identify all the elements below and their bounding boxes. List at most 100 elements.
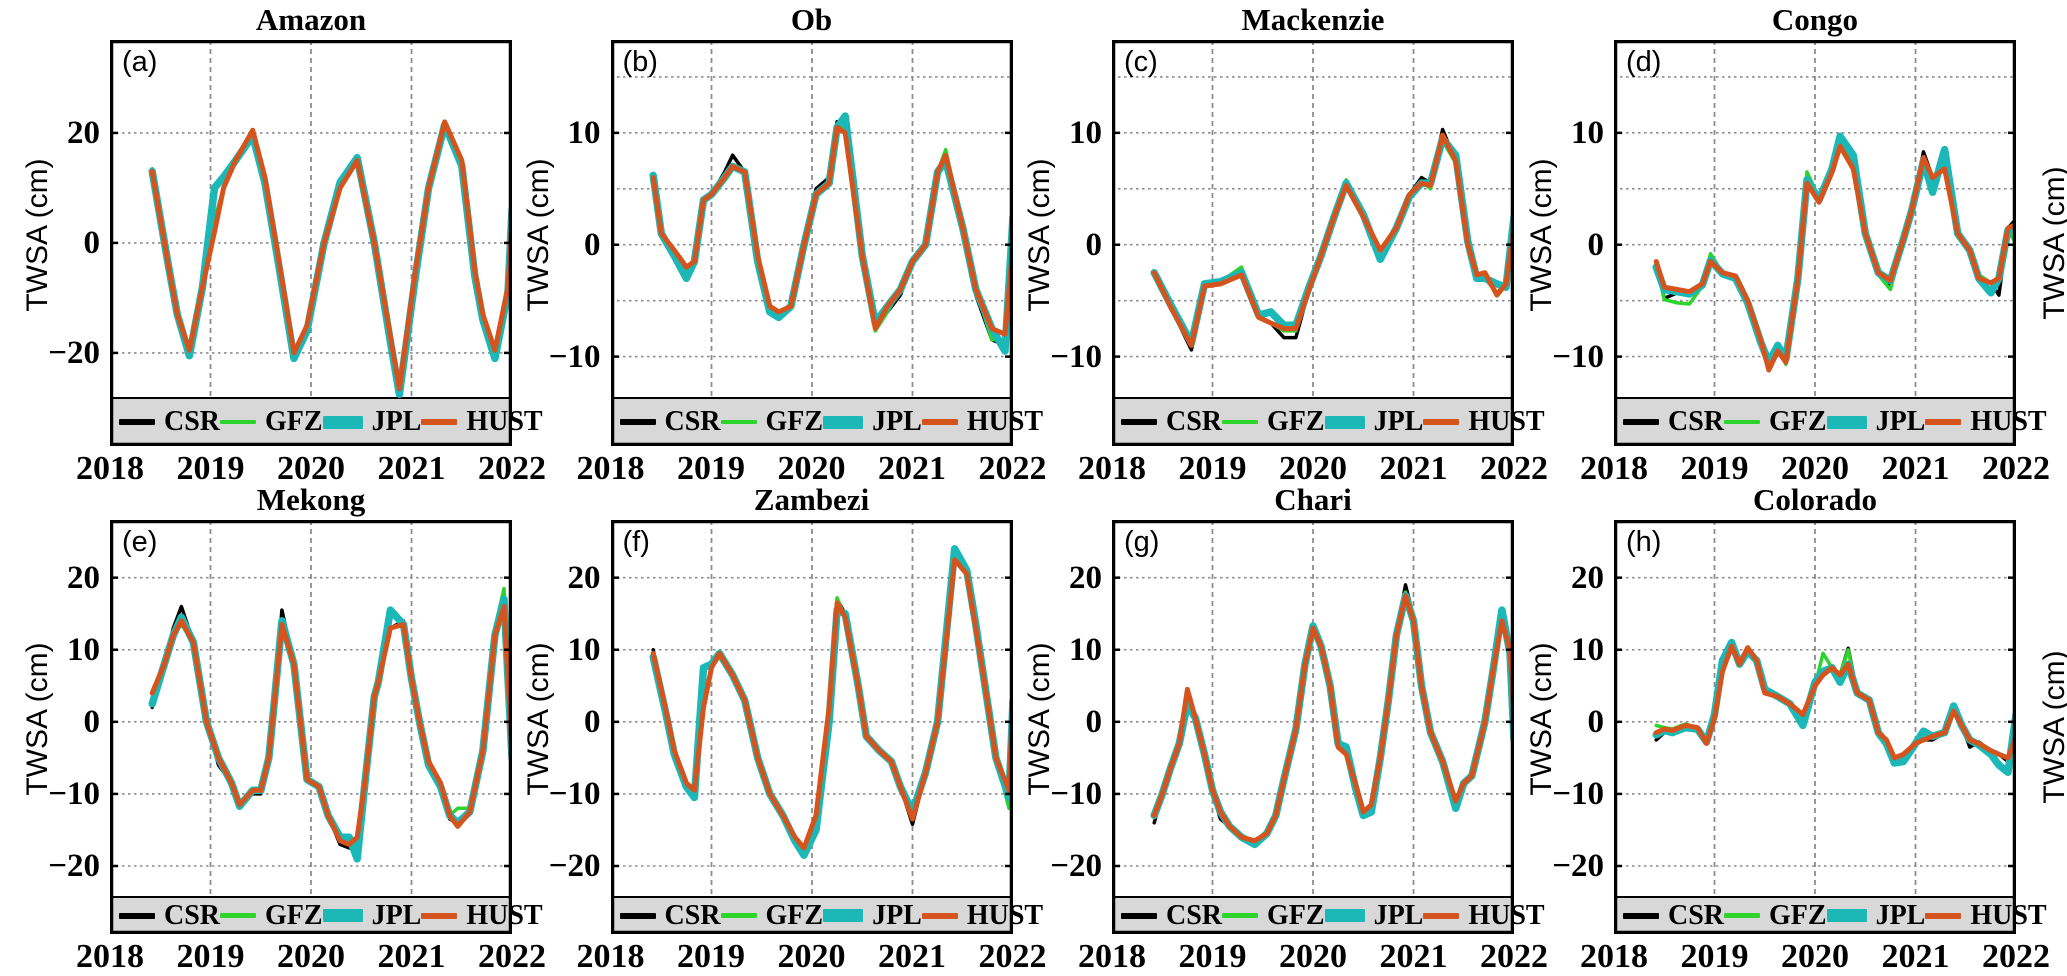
legend-label-jpl: JPL <box>872 406 922 437</box>
y-tick-label: −20 <box>548 848 601 884</box>
x-tick-label: 2020 <box>1279 938 1347 975</box>
legend-label-hust: HUST <box>1970 406 2047 437</box>
x-tick-label: 2020 <box>777 938 846 975</box>
plot-area-mekong <box>110 520 512 934</box>
legend-item-hust: HUST <box>421 900 543 932</box>
legend-item-gfz: GFZ <box>220 900 323 932</box>
legend-item-hust: HUST <box>1925 900 2047 932</box>
legend-item-csr: CSR <box>1623 406 1724 438</box>
series-line-hust <box>1653 643 2016 761</box>
legend-label-csr: CSR <box>164 899 221 931</box>
x-tick-label: 2019 <box>677 450 745 487</box>
x-tick-label: 2021 <box>1881 938 1950 975</box>
axes-border <box>610 40 1013 446</box>
right-edge-ylabel-row1: TWSA (cm) <box>2038 166 2067 320</box>
legend-item-csr: CSR <box>619 900 721 932</box>
y-tick-label: 20 <box>1571 559 1604 596</box>
y-tick-label: −10 <box>1050 338 1102 375</box>
legend-line-sample-csr <box>1623 912 1659 919</box>
legend-label-jpl: JPL <box>1373 899 1424 931</box>
series-line-hust <box>1151 132 1514 348</box>
legend-label-jpl: JPL <box>371 406 422 437</box>
legend-item-csr: CSR <box>119 406 220 438</box>
legend-label-jpl: JPL <box>1373 406 1424 437</box>
legend-line-sample-csr <box>119 419 155 425</box>
x-tick-label: 2022 <box>978 938 1047 975</box>
y-tick-label: −20 <box>48 848 100 884</box>
x-tick-label: 2018 <box>1580 938 1648 975</box>
legend: CSR GFZ JPL HUST <box>1617 400 2047 444</box>
x-tick-label: 2021 <box>1379 450 1448 487</box>
plot-area-zambezi <box>610 520 1013 934</box>
x-tick-label: 2020 <box>277 938 345 975</box>
series-line-hust <box>149 604 512 847</box>
legend: CSR GFZ JPL HUST <box>1115 899 1545 932</box>
x-tick-label: 2019 <box>677 938 745 975</box>
y-axis-label: TWSA (cm) <box>21 642 54 796</box>
legend-item-hust: HUST <box>1925 406 2047 438</box>
y-tick-label: −10 <box>548 338 601 375</box>
panel-title-ob: Ob <box>790 2 833 37</box>
series-line-hust <box>650 124 1013 337</box>
legend-line-sample-hust <box>921 912 958 919</box>
legend-item-jpl: JPL <box>1826 900 1925 932</box>
legend-label-hust: HUST <box>966 406 1044 437</box>
x-tick-label: 2019 <box>176 938 245 975</box>
x-tick-label: 2018 <box>1078 938 1146 975</box>
x-tick-label: 2022 <box>478 450 546 487</box>
legend-item-gfz: GFZ <box>720 406 824 438</box>
legend-item-jpl: JPL <box>1324 406 1424 438</box>
series-line-hust <box>650 557 1013 851</box>
y-tick-label: 20 <box>67 114 100 151</box>
panel-letter: (f) <box>622 526 650 558</box>
legend-line-sample-csr <box>119 912 155 919</box>
legend-label-gfz: GFZ <box>765 406 824 437</box>
y-tick-label: −10 <box>48 775 100 812</box>
x-tick-label: 2021 <box>377 938 446 975</box>
x-tick-label: 2020 <box>1279 450 1347 487</box>
legend-line-sample-hust <box>421 912 458 919</box>
y-axis-label: TWSA (cm) <box>521 642 555 796</box>
legend-line-sample-gfz <box>1724 419 1761 425</box>
legend-line-sample-csr <box>1623 419 1659 425</box>
y-tick-label: 20 <box>1069 559 1102 596</box>
legend-label-csr: CSR <box>1668 899 1725 931</box>
panel-letter: (e) <box>122 526 158 558</box>
legend-label-hust: HUST <box>1468 899 1545 931</box>
x-tick-label: 2020 <box>1781 938 1849 975</box>
x-tick-label: 2022 <box>1982 938 2050 975</box>
panel-title-mekong: Mekong <box>256 482 366 517</box>
x-tick-label: 2020 <box>277 450 345 487</box>
legend-item-gfz: GFZ <box>720 899 824 932</box>
legend-item-csr: CSR <box>119 900 220 932</box>
axes-border <box>110 520 512 934</box>
panel-letter: (h) <box>1626 526 1662 558</box>
plot-area-colorado <box>1614 520 2016 934</box>
legend-label-gfz: GFZ <box>765 899 824 931</box>
plot-area-congo <box>1614 40 2016 446</box>
axes-border <box>610 520 1013 934</box>
legend: CSR GFZ JPL HUST <box>1115 400 1545 444</box>
x-tick-label: 2022 <box>978 450 1047 487</box>
legend-item-jpl: JPL <box>823 900 922 932</box>
x-tick-label: 2022 <box>1480 938 1548 975</box>
plot-area-amazon <box>110 40 512 446</box>
legend-label-gfz: GFZ <box>1267 899 1325 931</box>
y-tick-label: −10 <box>1050 775 1102 812</box>
y-tick-label: −10 <box>548 775 601 812</box>
legend-label-hust: HUST <box>1468 406 1545 437</box>
x-tick-label: 2019 <box>1178 450 1247 487</box>
y-tick-label: 0 <box>1587 226 1605 263</box>
axes-border <box>1112 40 1514 446</box>
legend-label-jpl: JPL <box>872 899 922 931</box>
legend-line-sample-hust <box>1423 419 1460 425</box>
y-tick-label: 20 <box>67 559 100 596</box>
y-tick-label: 10 <box>1571 631 1604 668</box>
legend-label-gfz: GFZ <box>1769 899 1827 931</box>
x-tick-label: 2022 <box>1982 450 2050 487</box>
legend-line-sample-jpl <box>1324 909 1365 922</box>
panel-letter: (b) <box>622 46 658 78</box>
legend-line-sample-hust <box>921 419 958 425</box>
legend-item-jpl: JPL <box>322 406 422 438</box>
